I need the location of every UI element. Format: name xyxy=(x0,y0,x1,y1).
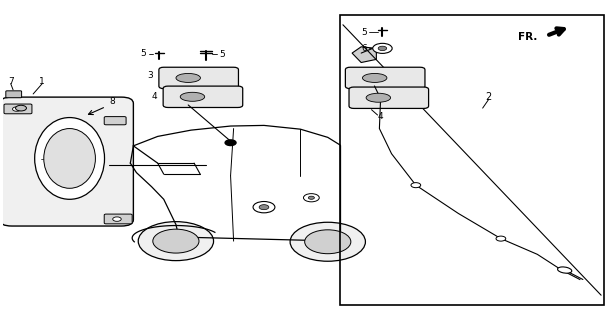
Text: 5: 5 xyxy=(362,28,367,36)
Ellipse shape xyxy=(362,73,387,83)
Ellipse shape xyxy=(176,73,200,83)
Circle shape xyxy=(496,236,506,241)
Circle shape xyxy=(12,107,21,111)
Ellipse shape xyxy=(366,93,390,102)
Text: 4: 4 xyxy=(151,92,157,101)
Ellipse shape xyxy=(35,117,105,199)
Polygon shape xyxy=(352,47,376,62)
FancyBboxPatch shape xyxy=(345,67,425,89)
FancyBboxPatch shape xyxy=(349,87,428,108)
Circle shape xyxy=(259,205,269,210)
Circle shape xyxy=(305,230,351,254)
Circle shape xyxy=(308,196,314,199)
Text: 7: 7 xyxy=(8,77,13,86)
Text: FR.: FR. xyxy=(518,32,538,42)
Text: 1: 1 xyxy=(39,77,45,86)
Circle shape xyxy=(113,217,121,221)
FancyBboxPatch shape xyxy=(4,104,32,114)
Text: 3: 3 xyxy=(147,71,153,80)
Circle shape xyxy=(373,43,392,53)
FancyBboxPatch shape xyxy=(159,67,238,89)
FancyBboxPatch shape xyxy=(6,91,21,98)
Circle shape xyxy=(15,105,26,111)
FancyBboxPatch shape xyxy=(0,97,134,226)
Circle shape xyxy=(411,183,421,188)
Circle shape xyxy=(225,140,236,146)
Text: 4: 4 xyxy=(378,112,383,121)
Ellipse shape xyxy=(44,129,96,188)
Ellipse shape xyxy=(558,267,572,273)
Circle shape xyxy=(378,46,387,51)
FancyBboxPatch shape xyxy=(163,86,243,108)
FancyBboxPatch shape xyxy=(104,116,126,125)
Bar xyxy=(340,15,604,305)
Circle shape xyxy=(303,194,319,202)
FancyBboxPatch shape xyxy=(104,214,132,224)
Circle shape xyxy=(253,202,275,213)
Text: 5: 5 xyxy=(219,50,226,59)
Circle shape xyxy=(139,222,213,260)
Text: 6: 6 xyxy=(362,44,367,53)
Circle shape xyxy=(153,229,199,253)
Ellipse shape xyxy=(180,92,205,101)
Text: 2: 2 xyxy=(485,92,492,102)
Text: 5: 5 xyxy=(140,49,146,58)
Text: 8: 8 xyxy=(109,97,115,106)
Circle shape xyxy=(290,222,365,261)
